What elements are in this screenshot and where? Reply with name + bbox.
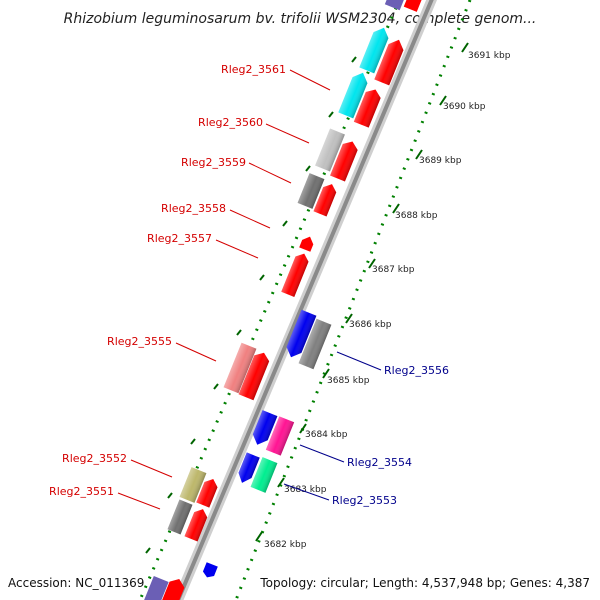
gene-feature-top-2[interactable] [403,0,425,12]
label-rleg2-3561[interactable]: Rleg2_3561 [221,63,286,76]
accession-text: Accession: NC_011369 [8,576,144,590]
tick-mark [277,477,285,488]
label-rleg2-3558[interactable]: Rleg2_3558 [161,202,226,215]
gene-red-3551b[interactable] [184,507,210,542]
leader-line [265,123,310,144]
tick-label: 3683 kbp [284,485,327,495]
minor-tick [213,383,219,390]
gene-rleg2-3560-shape[interactable] [353,86,383,128]
leader-line [175,342,217,362]
minor-tick [145,547,151,554]
tick-mark [461,42,469,53]
label-rleg2-3557[interactable]: Rleg2_3557 [147,232,212,245]
leader-line [215,239,259,259]
tick-mark [368,258,376,269]
gene-red-3552b[interactable] [196,476,219,508]
minor-tick [351,56,357,63]
minor-tick [236,329,242,336]
tick-mark [415,149,423,160]
tick-label: 3691 kbp [468,51,511,61]
gene-blue-3553a[interactable] [236,452,260,485]
left-gene-labels: Rleg2_3561 Rleg2_3560 Rleg2_3559 Rleg2_3… [49,63,331,510]
tick-mark [255,531,263,542]
label-rleg2-3554[interactable]: Rleg2_3554 [347,456,412,469]
gene-red-bottom[interactable] [161,576,186,600]
gene-feature-cyan-2[interactable] [338,70,370,119]
map-title: Rhizobium leguminosarum bv. trifolii WSM… [64,11,537,27]
gene-red-long[interactable] [281,251,310,298]
tick-mark [299,423,307,434]
gene-red-3558b[interactable] [313,182,339,217]
gene-feature-top-1[interactable] [384,0,408,11]
tick-label: 3685 kbp [327,376,370,386]
label-rleg2-3552[interactable]: Rleg2_3552 [62,452,127,465]
tick-mark [345,313,353,324]
genome-summary-text: Topology: circular; Length: 4,537,948 bp… [259,576,590,590]
gene-rleg2-3553-shape[interactable] [250,457,278,493]
minor-ticks [145,56,357,554]
leader-line [283,483,330,501]
label-rleg2-3556[interactable]: Rleg2_3556 [384,364,449,377]
gene-rleg2-3556-shape[interactable] [298,318,332,370]
minor-tick [190,438,196,445]
gene-rleg2-3557-shape[interactable] [299,234,315,252]
minor-tick [282,220,288,227]
leader-line [248,162,292,184]
label-rleg2-3560[interactable]: Rleg2_3560 [198,116,263,129]
tick-label: 3687 kbp [372,265,415,275]
tick-label: 3684 kbp [305,430,348,440]
gene-rleg2-3552-shape[interactable] [179,467,207,503]
minor-tick [328,111,334,118]
scale-ticks: 3691 kbp 3690 kbp 3689 kbp 3688 kbp 3687… [255,42,511,550]
minor-tick [167,492,173,499]
gene-blue-3554a[interactable] [250,410,278,448]
gene-red-3555b[interactable] [238,350,272,401]
gene-blue-bottom[interactable] [201,562,218,579]
label-rleg2-3559[interactable]: Rleg2_3559 [181,156,246,169]
gene-rleg2-3555-shape[interactable] [223,342,257,394]
gene-features [143,0,425,600]
gene-rleg2-3558-shape[interactable] [297,173,325,209]
right-gene-labels: Rleg2_3556 Rleg2_3554 Rleg2_3553 [283,351,449,507]
gene-red-3559b[interactable] [330,138,360,182]
minor-tick [305,165,311,172]
label-rleg2-3551[interactable]: Rleg2_3551 [49,485,114,498]
tick-mark [392,203,400,214]
leader-line [299,444,345,463]
tick-mark [322,368,330,379]
gene-rleg2-3554-shape[interactable] [265,416,295,456]
tick-label: 3682 kbp [264,540,307,550]
gene-rleg2-3551-shape[interactable] [167,499,193,535]
gene-feature-cyan-1[interactable] [359,25,391,74]
label-rleg2-3553[interactable]: Rleg2_3553 [332,494,397,507]
gene-blue-3556a[interactable] [284,309,317,360]
tick-label: 3688 kbp [395,211,438,221]
leader-line [289,69,331,91]
leader-line [130,459,173,478]
leader-line [117,492,161,510]
leader-line [229,209,271,229]
tick-label: 3690 kbp [443,102,486,112]
tick-mark [439,95,447,106]
tick-label: 3689 kbp [419,156,462,166]
gene-rleg2-3561-shape[interactable] [374,37,406,86]
tick-label: 3686 kbp [349,320,392,330]
minor-tick [259,274,265,281]
label-rleg2-3555[interactable]: Rleg2_3555 [107,335,172,348]
backbone-line [175,0,434,600]
gene-rleg2-3559-shape[interactable] [315,128,345,172]
leader-line [336,351,382,371]
